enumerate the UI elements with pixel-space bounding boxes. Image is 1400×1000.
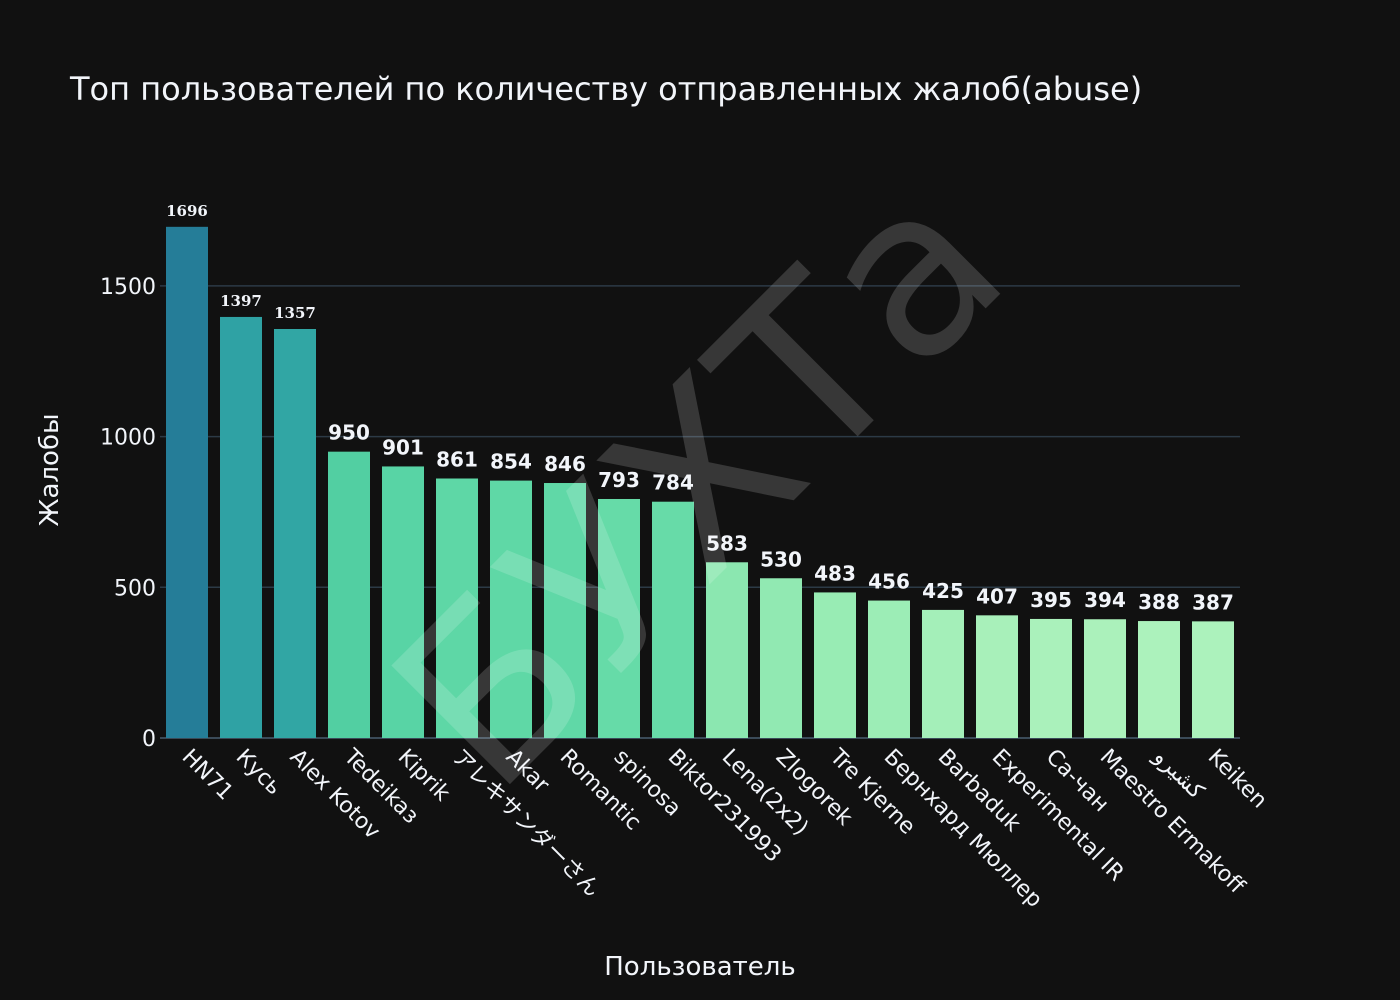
- bar: [1084, 619, 1126, 738]
- value-label: 854: [490, 450, 532, 474]
- value-label: 793: [598, 468, 640, 492]
- bar: [814, 592, 856, 738]
- value-label: 861: [436, 447, 478, 471]
- y-tick-label: 1000: [100, 426, 156, 451]
- x-axis-title: Пользователь: [604, 952, 795, 982]
- value-label: 483: [814, 561, 856, 585]
- value-label: 407: [976, 584, 1018, 608]
- value-label: 456: [868, 570, 910, 594]
- bar: [328, 451, 370, 738]
- value-label: 530: [760, 547, 802, 571]
- y-tick-label: 500: [114, 576, 156, 601]
- value-label: 950: [328, 421, 370, 445]
- bar: [220, 316, 262, 738]
- y-tick-label: 1500: [100, 275, 156, 300]
- value-label: 1357: [274, 304, 316, 322]
- bar: [760, 578, 802, 738]
- bar: [976, 615, 1018, 738]
- bar: [706, 562, 748, 738]
- bar: [598, 498, 640, 738]
- value-label: 1696: [166, 202, 208, 220]
- value-label: 388: [1138, 590, 1180, 614]
- bar: [490, 480, 532, 738]
- bar: [166, 226, 208, 738]
- bar: [274, 328, 316, 738]
- chart-title: Топ пользователей по количеству отправле…: [69, 70, 1142, 108]
- bar: [1192, 621, 1234, 738]
- bar: [436, 478, 478, 738]
- value-label: 583: [706, 531, 748, 555]
- bar: [544, 483, 586, 738]
- value-label: 425: [922, 579, 964, 603]
- value-label: 901: [382, 435, 424, 459]
- value-label: 394: [1084, 588, 1126, 612]
- value-label: 1397: [220, 292, 262, 310]
- bar: [922, 609, 964, 738]
- bar: [382, 466, 424, 738]
- value-label: 784: [652, 471, 694, 495]
- bar: [1030, 618, 1072, 738]
- bar: [1138, 621, 1180, 738]
- y-tick-label: 0: [142, 727, 156, 752]
- bars: [166, 226, 1234, 738]
- bar: [868, 600, 910, 738]
- bar: [652, 501, 694, 738]
- value-label: 387: [1192, 590, 1234, 614]
- y-axis-title: Жалобы: [35, 413, 65, 526]
- value-label: 846: [544, 452, 586, 476]
- value-label: 395: [1030, 588, 1072, 612]
